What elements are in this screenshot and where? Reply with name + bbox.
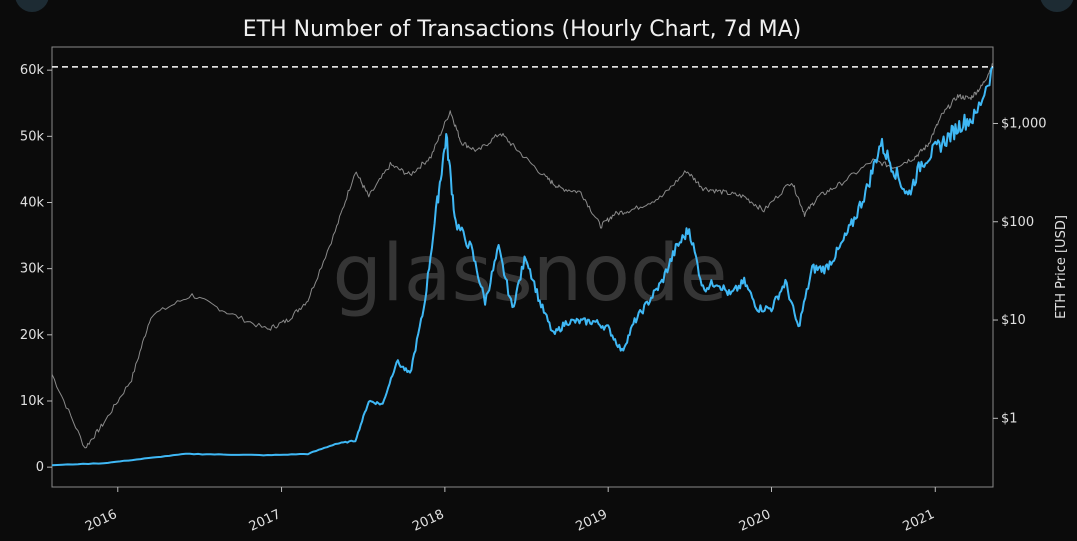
left-y-tick-label: 10k [20, 394, 45, 409]
x-tick-label: 2017 [247, 507, 283, 535]
left-y-tick-label: 30k [20, 262, 45, 277]
right-y-tick-label: $1,000 [1001, 116, 1047, 131]
left-y-tick-label: 60k [20, 63, 45, 78]
x-tick-label: 2021 [901, 507, 937, 535]
right-y-tick-label: $1 [1001, 411, 1018, 426]
left-y-tick-label: 0 [36, 460, 44, 475]
eth-price-line [51, 63, 994, 449]
right-y-tick-label: $100 [1001, 215, 1034, 230]
transactions-line [51, 66, 994, 467]
right-axis-label: ETH Price [USD] [1054, 215, 1069, 319]
left-y-tick-label: 50k [20, 129, 45, 144]
series-layer [51, 63, 994, 467]
chart-title: ETH Number of Transactions (Hourly Chart… [243, 17, 801, 42]
right-y-tick-label: $10 [1001, 313, 1026, 328]
left-y-tick-label: 20k [20, 328, 45, 343]
x-tick-label: 2018 [410, 507, 446, 535]
x-tick-label: 2016 [83, 507, 119, 535]
x-tick-label: 2020 [737, 507, 773, 535]
corner-button-left [15, 0, 49, 12]
left-y-tick-label: 40k [20, 195, 45, 210]
corner-button-right [1040, 0, 1074, 12]
x-tick-label: 2019 [574, 507, 610, 535]
